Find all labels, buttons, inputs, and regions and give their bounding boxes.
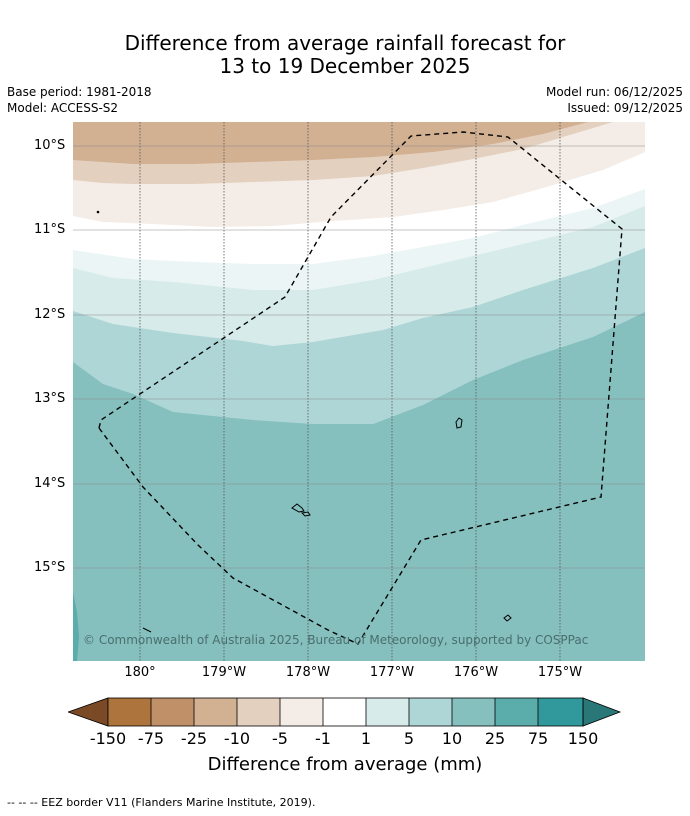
- colorbar-dividers: [150, 698, 539, 726]
- colorbar-tick-minus1: -1: [315, 729, 331, 748]
- lon-label-179w: 179°W: [201, 665, 247, 680]
- island-futuna: [291, 503, 305, 513]
- colorbar-cell-6: [323, 698, 366, 726]
- island-uvea: [455, 417, 463, 429]
- colorbar-tick-minus25: -25: [180, 729, 208, 748]
- colorbar-cell-9: [452, 698, 495, 726]
- model-run: Model run: 06/12/2025: [545, 85, 683, 99]
- lat-label-11s: 11°S: [34, 222, 66, 237]
- lat-label-10s: 10°S: [34, 138, 66, 153]
- band-minus25-minus10: [73, 122, 588, 164]
- colorbar-tick-150: 150: [567, 729, 599, 748]
- lon-label-175w: 175°W: [537, 665, 583, 680]
- islands: [96, 210, 512, 633]
- eez-border: [98, 131, 623, 645]
- parallels: [73, 145, 645, 569]
- colorbar-cell-11: [538, 698, 583, 726]
- lon-label-180: 180°: [124, 665, 156, 680]
- lat-label-15s: 15°S: [34, 560, 66, 575]
- colorbar-cell-8: [409, 698, 452, 726]
- colorbar-extend-low: [68, 697, 109, 727]
- lat-label-13s: 13°S: [34, 391, 66, 406]
- colorbar-cell-1: [108, 698, 151, 726]
- colorbar: [68, 697, 622, 727]
- colorbar-cell-2: [151, 698, 194, 726]
- colorbar-frame: [107, 697, 584, 727]
- eez-footnote: -- -- -- EEZ border V11 (Flanders Marine…: [7, 796, 316, 809]
- map-title: Difference from average rainfall forecas…: [0, 32, 690, 78]
- colorbar-tick-minus10: -10: [223, 729, 251, 748]
- lon-label-177w: 177°W: [369, 665, 415, 680]
- model-name: Model: ACCESS-S2: [7, 101, 119, 115]
- colorbar-cell-3: [194, 698, 237, 726]
- colorbar-tick-minus150: -150: [89, 729, 127, 748]
- island-east: [503, 614, 512, 622]
- rainfall-anomaly-map: [73, 122, 645, 661]
- islet-northwest: [96, 210, 100, 214]
- band-75-150: [73, 592, 79, 661]
- colorbar-cell-7: [366, 698, 409, 726]
- copyright-notice: © Commonwealth of Australia 2025, Bureau…: [83, 633, 589, 647]
- colorbar-extend-high: [582, 697, 622, 727]
- colorbar-cell-4: [237, 698, 280, 726]
- lat-label-12s: 12°S: [34, 307, 66, 322]
- colorbar-tick-1: 1: [360, 729, 372, 748]
- title-line-1: Difference from average rainfall forecas…: [124, 31, 566, 55]
- colorbar-tick-minus5: -5: [272, 729, 288, 748]
- meta-right: Model run: 06/12/2025 Issued: 09/12/2025: [546, 84, 683, 116]
- colorbar-tick-10: 10: [441, 729, 463, 748]
- colorbar-tick-75: 75: [527, 729, 549, 748]
- meta-left: Base period: 1981-2018 Model: ACCESS-S2: [7, 84, 152, 116]
- colorbar-tick-25: 25: [484, 729, 506, 748]
- base-period: Base period: 1981-2018: [7, 85, 152, 99]
- title-line-2: 13 to 19 December 2025: [219, 54, 471, 78]
- lat-label-14s: 14°S: [34, 476, 66, 491]
- lon-label-178w: 178°W: [285, 665, 331, 680]
- island-alofi: [300, 511, 311, 517]
- colorbar-cell-5: [280, 698, 323, 726]
- issued-date: Issued: 09/12/2025: [567, 101, 683, 115]
- island-southwest: [142, 627, 152, 633]
- colorbar-tick-minus75: -75: [137, 729, 165, 748]
- colorbar-title: Difference from average (mm): [207, 754, 483, 775]
- lon-label-176w: 176°W: [453, 665, 499, 680]
- colorbar-cell-10: [495, 698, 538, 726]
- colorbar-tick-5: 5: [403, 729, 415, 748]
